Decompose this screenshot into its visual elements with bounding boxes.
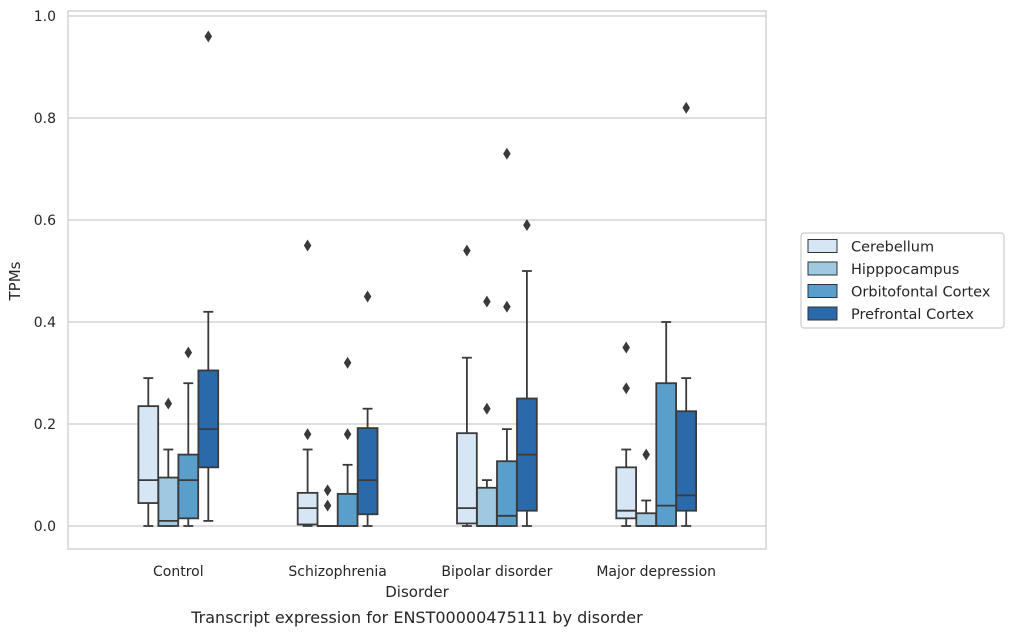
- outlier-point: [303, 239, 312, 252]
- y-tick-label: 0.0: [34, 519, 56, 535]
- outlier-point: [622, 382, 630, 395]
- box-hipppocampus: [157, 397, 180, 527]
- outlier-point: [343, 428, 352, 441]
- box-hipppocampus: [476, 295, 498, 527]
- box-iqr: [655, 382, 677, 527]
- outlier-point: [503, 147, 511, 160]
- x-tick-label: Control: [153, 564, 204, 580]
- box-cerebellum: [456, 244, 478, 527]
- box-iqr: [635, 512, 657, 527]
- y-tick-label: 0.2: [34, 417, 56, 433]
- box-iqr: [615, 466, 637, 520]
- box-orbitofontal-cortex: [496, 147, 518, 527]
- box-iqr: [137, 405, 160, 504]
- legend-label: Hipppocampus: [851, 262, 959, 278]
- legend-frame: [800, 232, 1005, 329]
- box-iqr: [356, 427, 379, 516]
- axis-ticks: 0.0 0.2 0.4 0.6 0.8 1.0 Control Schizophrenia Bi…: [34, 9, 716, 580]
- legend-swatch: [807, 239, 838, 253]
- legend-swatch: [807, 306, 838, 321]
- box-cerebellum: [296, 239, 319, 527]
- box-prefrontal-cortex: [197, 30, 220, 522]
- y-tick-label: 0.8: [34, 111, 56, 127]
- y-axis-title: TPMs: [6, 261, 24, 301]
- outlier-point: [323, 499, 332, 512]
- outlier-point: [463, 244, 471, 257]
- legend-label: Cerebellum: [851, 240, 934, 256]
- legend-swatch: [807, 284, 838, 298]
- outlier-point: [204, 30, 213, 43]
- y-tick-label: 1.0: [34, 9, 56, 25]
- box-iqr: [197, 369, 220, 469]
- outlier-point: [682, 101, 690, 114]
- box-orbitofontal-cortex: [177, 346, 200, 527]
- box-hipppocampus: [316, 484, 339, 527]
- outlier-point: [323, 484, 332, 497]
- box-cerebellum: [137, 377, 160, 527]
- legend: Cerebellum Hipppocampus Orbitofontal Corte…: [800, 232, 1005, 329]
- box-iqr: [336, 492, 359, 527]
- x-tick-label: Major depression: [596, 564, 716, 580]
- box-marks: [137, 30, 697, 527]
- outlier-point: [303, 428, 312, 441]
- box-hipppocampus: [635, 448, 657, 527]
- x-axis-title: Disorder: [385, 583, 449, 601]
- box-cerebellum: [615, 341, 637, 527]
- outlier-point: [483, 402, 491, 415]
- legend-label: Orbitofontal Cortex: [851, 285, 991, 301]
- outlier-point: [503, 300, 511, 313]
- box-iqr: [177, 453, 200, 520]
- y-tick-label: 0.4: [34, 315, 56, 331]
- box-prefrontal-cortex: [356, 290, 379, 527]
- legend-label: Prefrontal Cortex: [851, 307, 974, 323]
- outlier-point: [184, 346, 193, 359]
- outlier-point: [164, 397, 173, 410]
- outlier-point: [483, 295, 491, 308]
- plot-area-frame: [67, 10, 767, 550]
- outlier-point: [523, 219, 531, 232]
- outlier-point: [363, 290, 372, 303]
- box-iqr: [675, 410, 697, 512]
- x-tick-label: Schizophrenia: [288, 564, 386, 580]
- box-iqr: [157, 476, 180, 527]
- box-orbitofontal-cortex: [336, 356, 359, 527]
- outlier-point: [622, 341, 630, 354]
- chart-caption: Transcript expression for ENST0000047511…: [190, 608, 643, 627]
- legend-swatch: [807, 261, 838, 276]
- box-prefrontal-cortex: [675, 101, 697, 527]
- outlier-point: [642, 448, 650, 461]
- box-iqr: [476, 486, 498, 527]
- outlier-point: [343, 356, 352, 369]
- box-orbitofontal-cortex: [655, 321, 677, 527]
- box-prefrontal-cortex: [516, 219, 538, 527]
- y-tick-label: 0.6: [34, 213, 56, 229]
- x-tick-label: Bipolar disorder: [441, 564, 552, 580]
- box-iqr: [456, 432, 478, 525]
